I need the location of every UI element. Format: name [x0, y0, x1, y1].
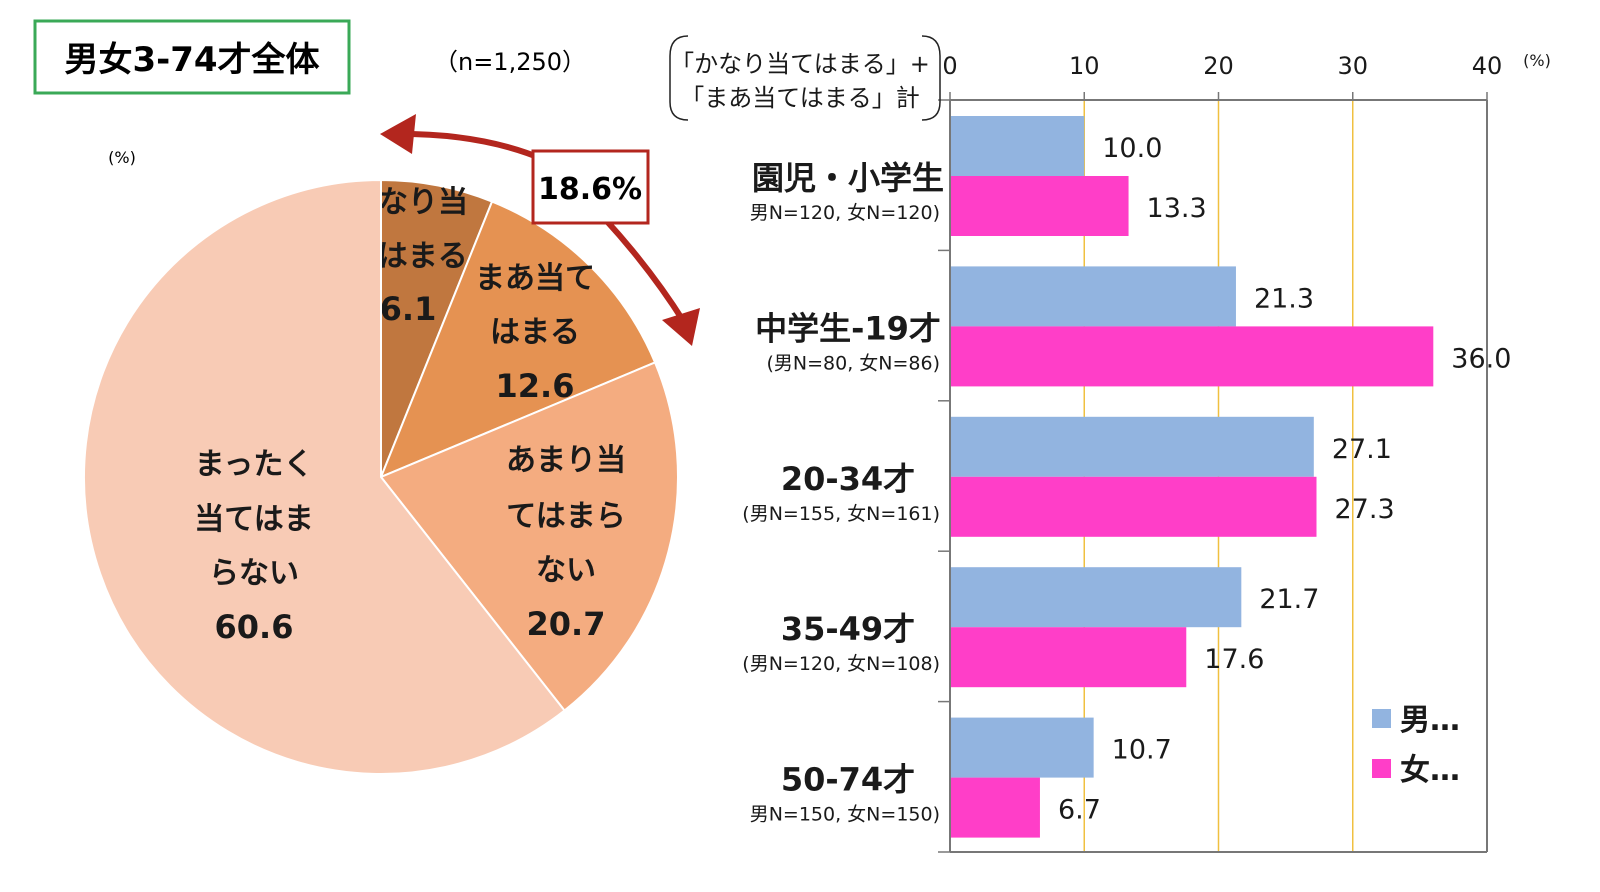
measure-label: 「まあ当てはまる」計 [680, 84, 920, 112]
bar-female [950, 476, 1317, 537]
arrow-down-icon [601, 215, 687, 324]
x-tick-label: 30 [1337, 52, 1368, 80]
category-label: 35-49才 [781, 610, 915, 648]
title-box-border [33, 19, 351, 95]
bar-value-label: 27.3 [1335, 494, 1395, 525]
pie-slice [379, 200, 657, 479]
highlight-total-box [531, 149, 650, 225]
category-label: 園児・小学生 [752, 159, 944, 197]
x-tick-label: 0 [942, 52, 957, 80]
legend-swatch [1372, 709, 1391, 728]
bar-male [950, 717, 1094, 778]
pie-chart: かなり当てはまる6.1まあ当てはまる12.6あまり当てはまらない20.7まったく… [83, 178, 679, 775]
category-n-label: (男N=155, 女N=161) [742, 503, 940, 525]
bar-female [950, 627, 1187, 688]
page-title: 男女3-74才全体 [64, 40, 319, 80]
bar-value-label: 17.6 [1204, 644, 1264, 675]
bar-male [950, 567, 1242, 628]
measure-bracket-left [669, 35, 689, 121]
arrow-down-head-icon [662, 308, 700, 346]
bar-value-label: 36.0 [1451, 343, 1511, 374]
bar-male [950, 116, 1085, 176]
measure-bracket-right [921, 35, 941, 121]
pie-slice-label: ない [536, 553, 596, 588]
pie-slice-label: てはまら [506, 499, 625, 534]
pie-slice-value: 60.6 [215, 608, 294, 646]
pie-slice-label: あまり当 [506, 443, 626, 478]
bar-value-label: 21.3 [1254, 283, 1314, 314]
category-n-label: 男N=120, 女N=120) [750, 202, 940, 224]
x-tick-label: 10 [1069, 52, 1100, 80]
category-n-label: 男N=150, 女N=150) [750, 804, 940, 826]
sample-size-label: （n=1,250） [434, 48, 586, 76]
pie-slice [379, 361, 679, 712]
pie-slice-label: 当てはま [194, 502, 313, 537]
arrow-up-head-icon [380, 114, 416, 154]
bar-male [950, 416, 1314, 477]
x-unit-label: (%) [1523, 51, 1551, 70]
pie-slice-label: まあ当て [475, 261, 595, 296]
bar-value-label: 21.7 [1259, 584, 1319, 615]
bar-female [950, 777, 1040, 838]
bar-value-label: 10.7 [1112, 735, 1172, 766]
category-label: 20-34才 [781, 460, 915, 498]
bar-male [950, 266, 1236, 327]
category-label: 中学生-19才 [755, 309, 941, 347]
category-n-label: (男N=80, 女N=86) [766, 352, 940, 374]
highlight-total-value: 18.6% [538, 172, 642, 207]
pie-unit-label: (%) [108, 148, 136, 167]
highlight-arrow [380, 114, 700, 346]
bar-value-label: 6.7 [1058, 795, 1101, 826]
legend-label: 男… [1400, 703, 1460, 738]
legend-label: 女… [1400, 753, 1460, 788]
legend-swatch [1372, 759, 1391, 778]
bar-female [950, 176, 1129, 236]
bar-value-label: 10.0 [1102, 133, 1162, 164]
bar-value-label: 27.1 [1332, 434, 1392, 465]
pie-slice-label: まったく [195, 447, 314, 482]
measure-label: 「かなり当てはまる」+ [670, 50, 930, 78]
bar-female [950, 326, 1434, 387]
pie-slice-label: はまる [490, 315, 580, 350]
category-n-label: (男N=120, 女N=108) [742, 653, 940, 675]
category-label: 50-74才 [781, 761, 915, 799]
pie-slice-value: 20.7 [527, 605, 606, 643]
pie-slice-value: 6.1 [380, 290, 437, 328]
x-tick-label: 40 [1472, 52, 1503, 80]
pie-slice [83, 178, 566, 775]
pie-slice-value: 12.6 [496, 367, 575, 405]
bar-value-label: 13.3 [1147, 193, 1207, 224]
pie-slice-label: らない [209, 556, 299, 591]
x-tick-label: 20 [1203, 52, 1234, 80]
